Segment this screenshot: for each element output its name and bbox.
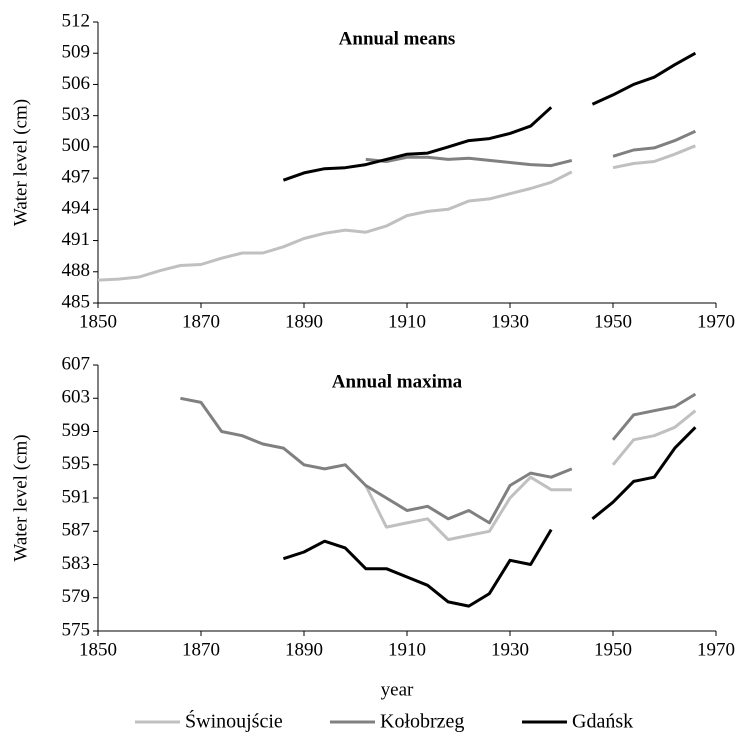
series-line (97, 144, 696, 282)
y-tick-label: 500 (62, 135, 91, 156)
y-tick-label: 503 (62, 104, 91, 125)
y-tick-label: 583 (62, 553, 91, 574)
x-tick-label: 1930 (491, 311, 529, 332)
x-tick-label: 1890 (285, 311, 323, 332)
y-tick-label: 591 (62, 486, 91, 507)
legend-label: Świnoujście (185, 709, 283, 733)
legend-label: Kołobrzeg (380, 711, 464, 733)
y-axis-label: Water level (cm) (10, 434, 31, 561)
y-axis-label: Water level (cm) (10, 99, 31, 226)
x-tick-label: 1950 (594, 311, 632, 332)
x-tick-label: 1970 (697, 311, 735, 332)
y-tick-label: 599 (62, 420, 91, 441)
y-tick-label: 607 (62, 353, 91, 374)
x-tick-label: 1890 (285, 639, 323, 660)
x-tick-label: 1970 (697, 639, 735, 660)
x-tick-label: 1930 (491, 639, 529, 660)
y-tick-label: 494 (62, 198, 91, 219)
x-tick-label: 1850 (79, 311, 117, 332)
y-tick-label: 595 (62, 453, 91, 474)
y-tick-label: 587 (62, 520, 91, 541)
x-tick-label: 1910 (388, 311, 426, 332)
series-line (282, 426, 697, 608)
y-tick-label: 488 (62, 260, 91, 281)
y-tick-label: 512 (62, 10, 91, 31)
series-line (364, 409, 697, 542)
series-line (365, 129, 697, 168)
x-tick-label: 1870 (182, 639, 220, 660)
y-tick-label: 485 (62, 291, 91, 312)
x-tick-label: 1850 (79, 639, 117, 660)
y-tick-label: 497 (62, 166, 91, 187)
legend-label: Gdańsk (572, 711, 633, 733)
series-line (180, 392, 697, 525)
y-tick-label: 575 (62, 619, 91, 640)
x-tick-label: 1870 (182, 311, 220, 332)
series-line (282, 51, 697, 182)
y-tick-label: 506 (62, 73, 91, 94)
y-tick-label: 603 (62, 387, 91, 408)
x-tick-label: 1910 (388, 639, 426, 660)
y-tick-label: 509 (62, 42, 91, 63)
chart-title: Annual means (339, 28, 456, 49)
y-tick-label: 579 (62, 586, 91, 607)
x-tick-label: 1950 (594, 639, 632, 660)
x-axis-label: year (381, 679, 414, 700)
chart-title: Annual maxima (332, 371, 463, 392)
y-tick-label: 491 (62, 229, 91, 250)
